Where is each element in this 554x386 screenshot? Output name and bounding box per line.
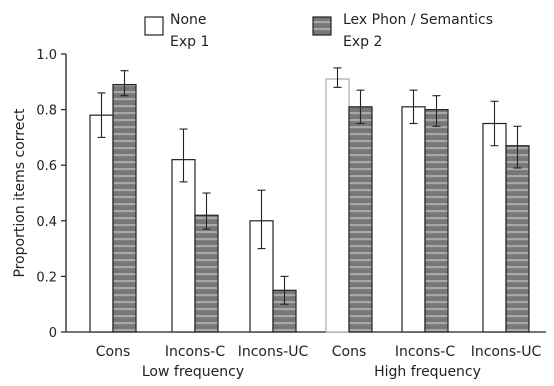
group-label: High frequency: [374, 364, 481, 380]
category-label: Incons-UC: [471, 344, 542, 360]
legend-swatch-none: [144, 16, 164, 36]
bar: [348, 106, 373, 333]
group-label: Low frequency: [142, 364, 244, 380]
bar: [325, 78, 350, 333]
bar: [171, 159, 196, 333]
legend-label-exp2: Exp 2: [343, 34, 382, 50]
category-label: Incons-UC: [238, 344, 309, 360]
legend-label-exp1: Exp 1: [170, 34, 209, 50]
bars: [89, 67, 530, 333]
bar: [89, 114, 114, 333]
category-label: Incons-C: [165, 344, 225, 360]
category-label: Cons: [332, 344, 367, 360]
bar: [194, 214, 219, 333]
y-tick-label: 0.2: [36, 270, 57, 285]
y-tick-label: 0: [49, 326, 57, 341]
bar: [505, 145, 530, 333]
bar: [401, 106, 426, 333]
category-labels: Cons Incons-C Incons-UC Cons Incons-C Incons-…: [96, 344, 542, 380]
y-tick-label: 1.0: [36, 48, 57, 63]
y-axis-title: Proportion items correct: [12, 108, 28, 278]
category-label: Cons: [96, 344, 131, 360]
legend-label-lex-phon-semantics: Lex Phon / Semantics: [343, 12, 493, 28]
bar: [424, 108, 449, 333]
legend-swatch-lex-phon-semantics: [312, 16, 332, 36]
legend-label-none: None: [170, 12, 207, 28]
bar: [482, 122, 507, 333]
bar: [112, 83, 137, 333]
category-label: Incons-C: [395, 344, 455, 360]
y-tick-label: 0.8: [36, 104, 57, 119]
y-tick-label: 0.4: [36, 215, 57, 230]
axes: 0 0.2 0.4 0.6 0.8 1.0: [36, 48, 546, 341]
legend: None Exp 1 Lex Phon / Semantics Exp 2: [144, 12, 493, 50]
y-tick-label: 0.6: [36, 159, 57, 174]
